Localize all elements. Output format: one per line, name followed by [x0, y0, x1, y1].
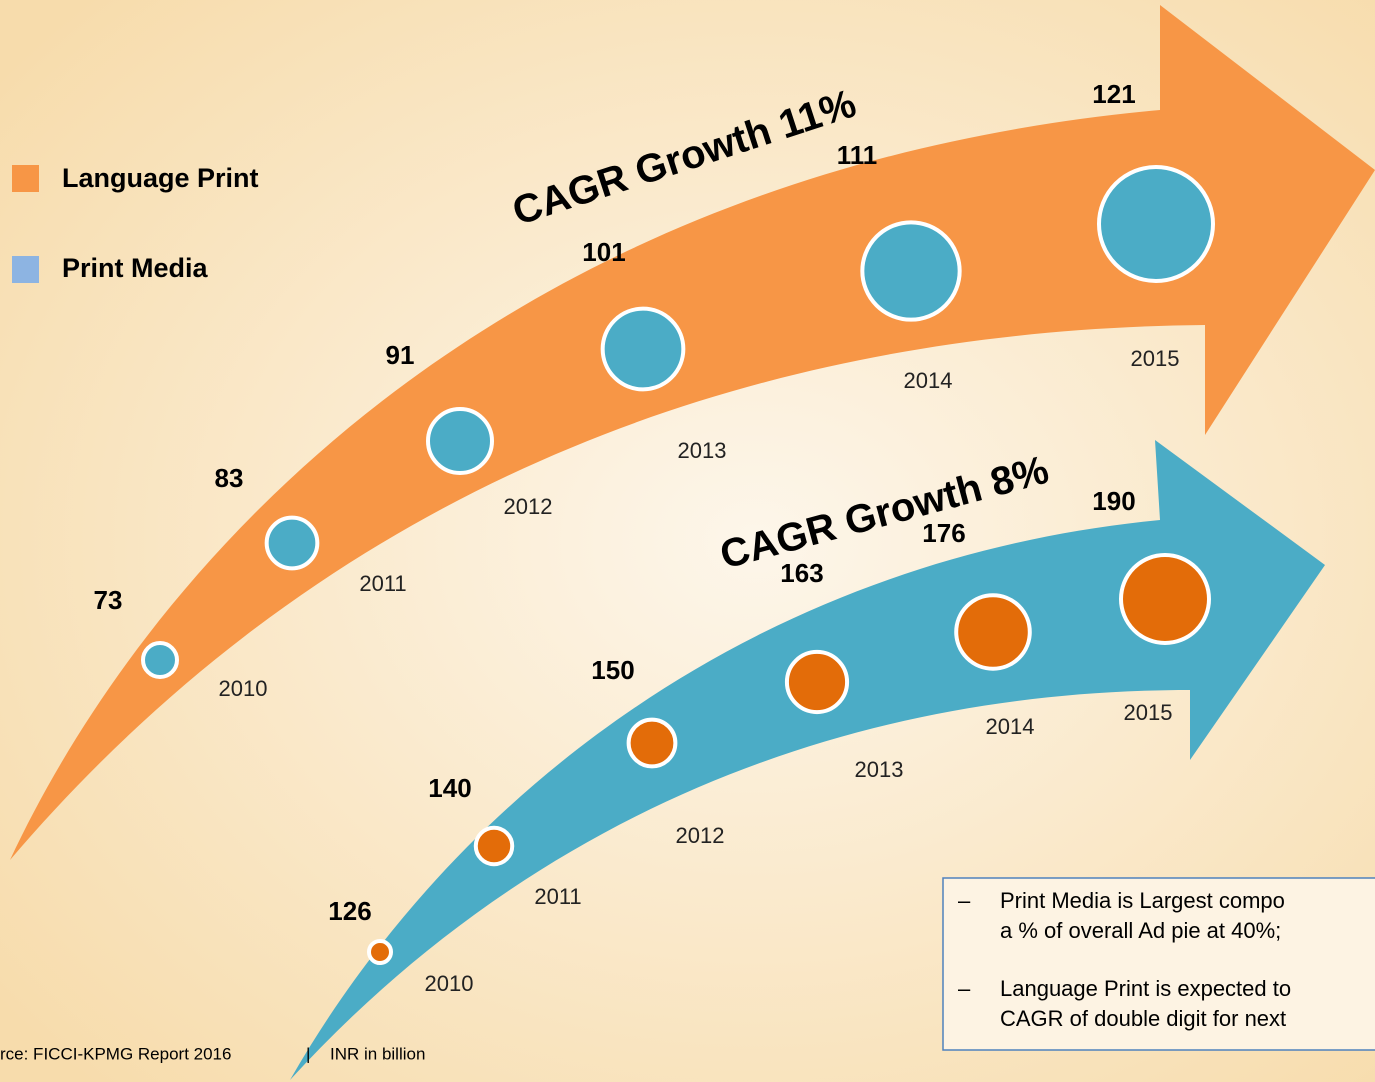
year-label: 2014 [986, 714, 1035, 739]
bubble [473, 825, 515, 867]
value-label: 163 [780, 558, 823, 588]
year-label: 2012 [676, 823, 725, 848]
note-line: CAGR of double digit for next [1000, 1006, 1286, 1031]
year-label: 2013 [855, 757, 904, 782]
year-label: 2013 [678, 438, 727, 463]
bubble [426, 407, 494, 475]
source: rce: FICCI-KPMG Report 2016 [0, 1044, 231, 1063]
bubble [600, 306, 686, 392]
bubble [1119, 553, 1211, 645]
bubble [860, 220, 962, 322]
note-box [942, 877, 1375, 1051]
bubble [1097, 165, 1215, 283]
value-label: 101 [582, 237, 625, 267]
value-label: 121 [1092, 79, 1135, 109]
value-label: 140 [428, 773, 471, 803]
bubble [626, 717, 678, 769]
bullet: – [958, 888, 971, 913]
value-label: 126 [328, 896, 371, 926]
year-label: 2015 [1124, 700, 1173, 725]
year-label: 2014 [904, 368, 953, 393]
legend-swatch [12, 165, 39, 192]
year-label: 2011 [534, 884, 581, 909]
note-line: Language Print is expected to [1000, 976, 1291, 1001]
value-label: 190 [1092, 486, 1135, 516]
year-label: 2010 [219, 676, 268, 701]
bubble [367, 939, 393, 965]
value-label: 150 [591, 655, 634, 685]
unit: INR in billion [330, 1044, 425, 1063]
separator: | [306, 1044, 310, 1063]
year-label: 2015 [1131, 346, 1180, 371]
bullet: – [958, 976, 971, 1001]
value-label: 91 [386, 340, 415, 370]
bubble [954, 593, 1032, 671]
value-label: 83 [215, 463, 244, 493]
arrow [10, 5, 1375, 860]
legend-swatch [12, 256, 39, 283]
value-label: 73 [94, 585, 123, 615]
value-label: 176 [922, 518, 965, 548]
bubble [141, 641, 179, 679]
bubble [264, 515, 320, 571]
value-label: 111 [837, 140, 878, 170]
legend-label: Language Print [62, 163, 259, 193]
arrow [290, 440, 1325, 1080]
year-label: 2010 [425, 971, 474, 996]
note-line: a % of overall Ad pie at 40%; [1000, 918, 1281, 943]
year-label: 2012 [504, 494, 553, 519]
note-line: Print Media is Largest compo [1000, 888, 1285, 913]
legend-label: Print Media [62, 253, 209, 283]
year-label: 2011 [359, 571, 406, 596]
bubble [784, 649, 850, 715]
